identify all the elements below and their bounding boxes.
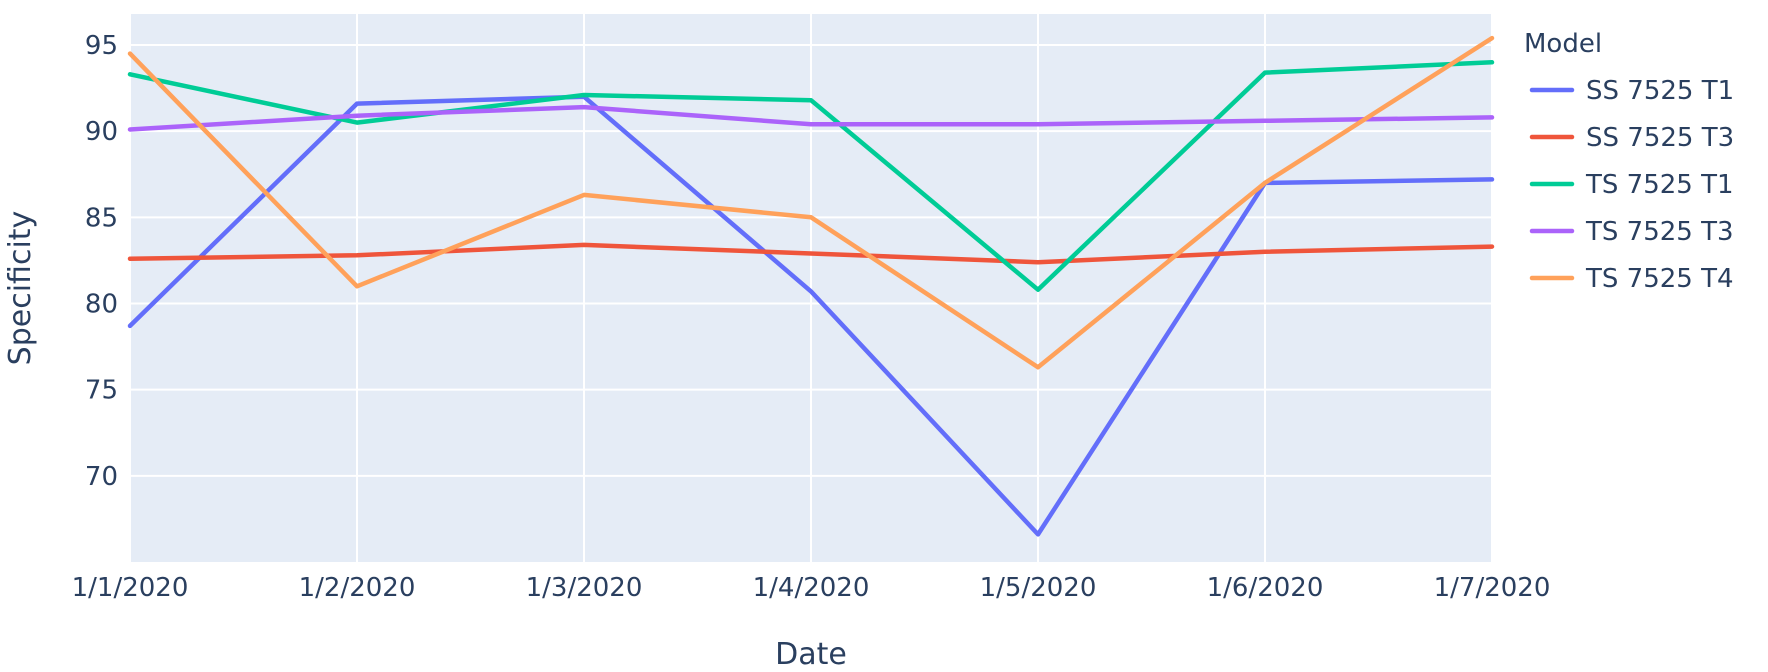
y-tick-label: 90 bbox=[85, 117, 118, 147]
x-tick-label: 1/4/2020 bbox=[753, 573, 870, 603]
y-tick-label: 95 bbox=[85, 31, 118, 61]
x-tick-label: 1/6/2020 bbox=[1207, 573, 1324, 603]
legend: Model SS 7525 T1 SS 7525 T3 TS 7525 T1 TS 7… bbox=[1524, 29, 1734, 294]
legend-label-ts-7525-t4[interactable]: TS 7525 T4 bbox=[1585, 264, 1734, 294]
x-tick-label: 1/1/2020 bbox=[72, 573, 189, 603]
series-line-ts-7525-t3 bbox=[127, 104, 1495, 132]
series-line-ts-7525-t4 bbox=[127, 35, 1495, 370]
legend-label-ts-7525-t3[interactable]: TS 7525 T3 bbox=[1585, 217, 1734, 247]
x-tick-label: 1/7/2020 bbox=[1434, 573, 1551, 603]
y-axis-title: Specificity bbox=[3, 211, 38, 366]
y-tick-label: 75 bbox=[85, 376, 118, 406]
y-tick-label: 80 bbox=[85, 290, 118, 320]
x-tick-label: 1/5/2020 bbox=[980, 573, 1097, 603]
x-axis-ticks: 1/1/2020 1/2/2020 1/3/2020 1/4/2020 1/5/2020… bbox=[72, 573, 1551, 603]
series-line-ss-7525-t3 bbox=[127, 242, 1495, 265]
y-tick-label: 85 bbox=[85, 203, 118, 233]
legend-label-ts-7525-t1[interactable]: TS 7525 T1 bbox=[1585, 170, 1734, 200]
legend-title: Model bbox=[1524, 29, 1602, 59]
y-tick-label: 70 bbox=[85, 462, 118, 492]
y-axis-ticks: 70 75 80 85 90 95 bbox=[85, 31, 118, 492]
x-tick-label: 1/3/2020 bbox=[526, 573, 643, 603]
series-lines bbox=[127, 35, 1495, 537]
series-line-ts-7525-t1 bbox=[127, 60, 1495, 292]
x-axis-title: Date bbox=[775, 637, 847, 672]
legend-label-ss-7525-t3[interactable]: SS 7525 T3 bbox=[1586, 123, 1734, 153]
x-tick-label: 1/2/2020 bbox=[299, 573, 416, 603]
legend-label-ss-7525-t1[interactable]: SS 7525 T1 bbox=[1586, 76, 1734, 106]
